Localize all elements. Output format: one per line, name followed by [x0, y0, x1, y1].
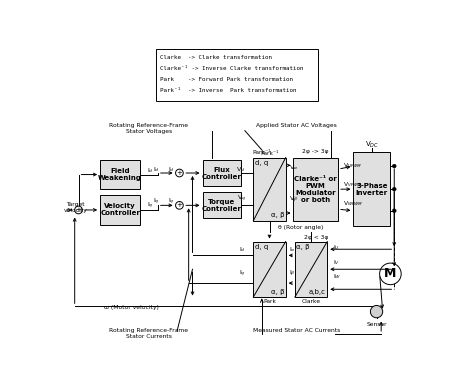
- Text: Rotating Reference-Frame
Stator Voltages: Rotating Reference-Frame Stator Voltages: [109, 123, 188, 134]
- Text: I$_q$: I$_q$: [153, 196, 159, 206]
- Text: α, β: α, β: [296, 244, 310, 250]
- Text: I$_q$: I$_q$: [239, 269, 246, 279]
- Text: 3-Phase
Inverter: 3-Phase Inverter: [356, 183, 388, 196]
- Text: d, q: d, q: [255, 160, 268, 166]
- Text: I$_U$: I$_U$: [333, 243, 340, 252]
- Text: V$_d$: V$_d$: [236, 165, 246, 173]
- FancyBboxPatch shape: [100, 160, 140, 189]
- Polygon shape: [253, 158, 286, 221]
- Text: I$_V$: I$_V$: [333, 258, 340, 267]
- Text: +: +: [177, 170, 183, 176]
- Text: I$_q$: I$_q$: [147, 201, 154, 211]
- Text: V$_{WPWM}$: V$_{WPWM}$: [342, 200, 363, 208]
- Circle shape: [176, 169, 183, 177]
- Text: I$_d$: I$_d$: [239, 245, 246, 254]
- Text: V$_{UPWM}$: V$_{UPWM}$: [342, 161, 362, 170]
- Text: Sensor: Sensor: [366, 322, 387, 327]
- Circle shape: [176, 201, 183, 209]
- Text: 2φ -> 3φ: 2φ -> 3φ: [303, 149, 329, 154]
- Text: Clarke⁻¹ or
PWM
Modulator
or both: Clarke⁻¹ or PWM Modulator or both: [294, 176, 337, 203]
- Text: Velocity
Controller: Velocity Controller: [100, 203, 140, 216]
- Text: a,b,c: a,b,c: [308, 289, 326, 295]
- Text: I$_W$: I$_W$: [333, 273, 341, 282]
- Text: Park⁻¹  -> Inverse  Park transformation: Park⁻¹ -> Inverse Park transformation: [160, 88, 297, 93]
- Text: Flux
Controller: Flux Controller: [202, 167, 242, 180]
- Text: I$_d$: I$_d$: [147, 166, 154, 175]
- Circle shape: [392, 164, 396, 168]
- Text: M: M: [384, 267, 396, 280]
- Text: Applied Stator AC Voltages: Applied Stator AC Voltages: [256, 123, 337, 128]
- Polygon shape: [295, 242, 327, 297]
- Text: d, q: d, q: [255, 244, 268, 250]
- Text: α, β: α, β: [270, 289, 284, 295]
- Text: Park⁻¹: Park⁻¹: [260, 151, 279, 156]
- Text: Clarke: Clarke: [302, 298, 321, 303]
- Text: ω (Motor velocity): ω (Motor velocity): [104, 305, 159, 310]
- Text: Park⁻¹: Park⁻¹: [253, 150, 271, 155]
- Text: I$_β$: I$_β$: [289, 269, 295, 279]
- Text: Target
velocity: Target velocity: [64, 202, 88, 213]
- Text: +: +: [177, 202, 183, 208]
- Text: I$_d$: I$_d$: [153, 165, 160, 173]
- FancyBboxPatch shape: [294, 158, 338, 221]
- Circle shape: [75, 206, 82, 214]
- Text: +: +: [76, 207, 82, 213]
- Text: I$_d$: I$_d$: [169, 165, 175, 173]
- Text: Rotating Reference-Frame
Stator Currents: Rotating Reference-Frame Stator Currents: [109, 328, 188, 339]
- Text: Park    -> Forward Park transformation: Park -> Forward Park transformation: [160, 77, 293, 82]
- Text: α, β: α, β: [270, 213, 284, 218]
- Text: Measured Stator AC Currents: Measured Stator AC Currents: [253, 328, 340, 333]
- FancyBboxPatch shape: [202, 160, 241, 186]
- Text: θ (Rotor angle): θ (Rotor angle): [278, 224, 323, 229]
- Text: Torque
Controller: Torque Controller: [202, 199, 242, 212]
- Polygon shape: [253, 242, 286, 297]
- Text: Park: Park: [263, 298, 276, 303]
- Text: V$_α$: V$_α$: [289, 163, 298, 172]
- Text: Field
Weakening: Field Weakening: [98, 168, 142, 181]
- Text: Clarke  -> Clarke transformation: Clarke -> Clarke transformation: [160, 55, 272, 60]
- Text: Clarke⁻¹ -> Inverse Clarke transformation: Clarke⁻¹ -> Inverse Clarke transformatio…: [160, 66, 304, 71]
- FancyBboxPatch shape: [100, 195, 140, 224]
- FancyBboxPatch shape: [353, 152, 390, 226]
- Text: I$_q$: I$_q$: [169, 196, 175, 206]
- Text: V$_β$: V$_β$: [289, 195, 298, 205]
- Text: V$_{VPWM}$: V$_{VPWM}$: [342, 180, 362, 189]
- FancyBboxPatch shape: [202, 192, 241, 218]
- Circle shape: [371, 306, 383, 318]
- Circle shape: [392, 209, 396, 213]
- Circle shape: [392, 187, 396, 191]
- Circle shape: [380, 263, 401, 285]
- Text: V$_{DC}$: V$_{DC}$: [365, 139, 379, 150]
- Text: I$_α$: I$_α$: [289, 245, 296, 254]
- Text: 2φ < 3φ: 2φ < 3φ: [304, 235, 328, 240]
- Text: V$_q$: V$_q$: [236, 193, 246, 203]
- FancyBboxPatch shape: [156, 49, 318, 101]
